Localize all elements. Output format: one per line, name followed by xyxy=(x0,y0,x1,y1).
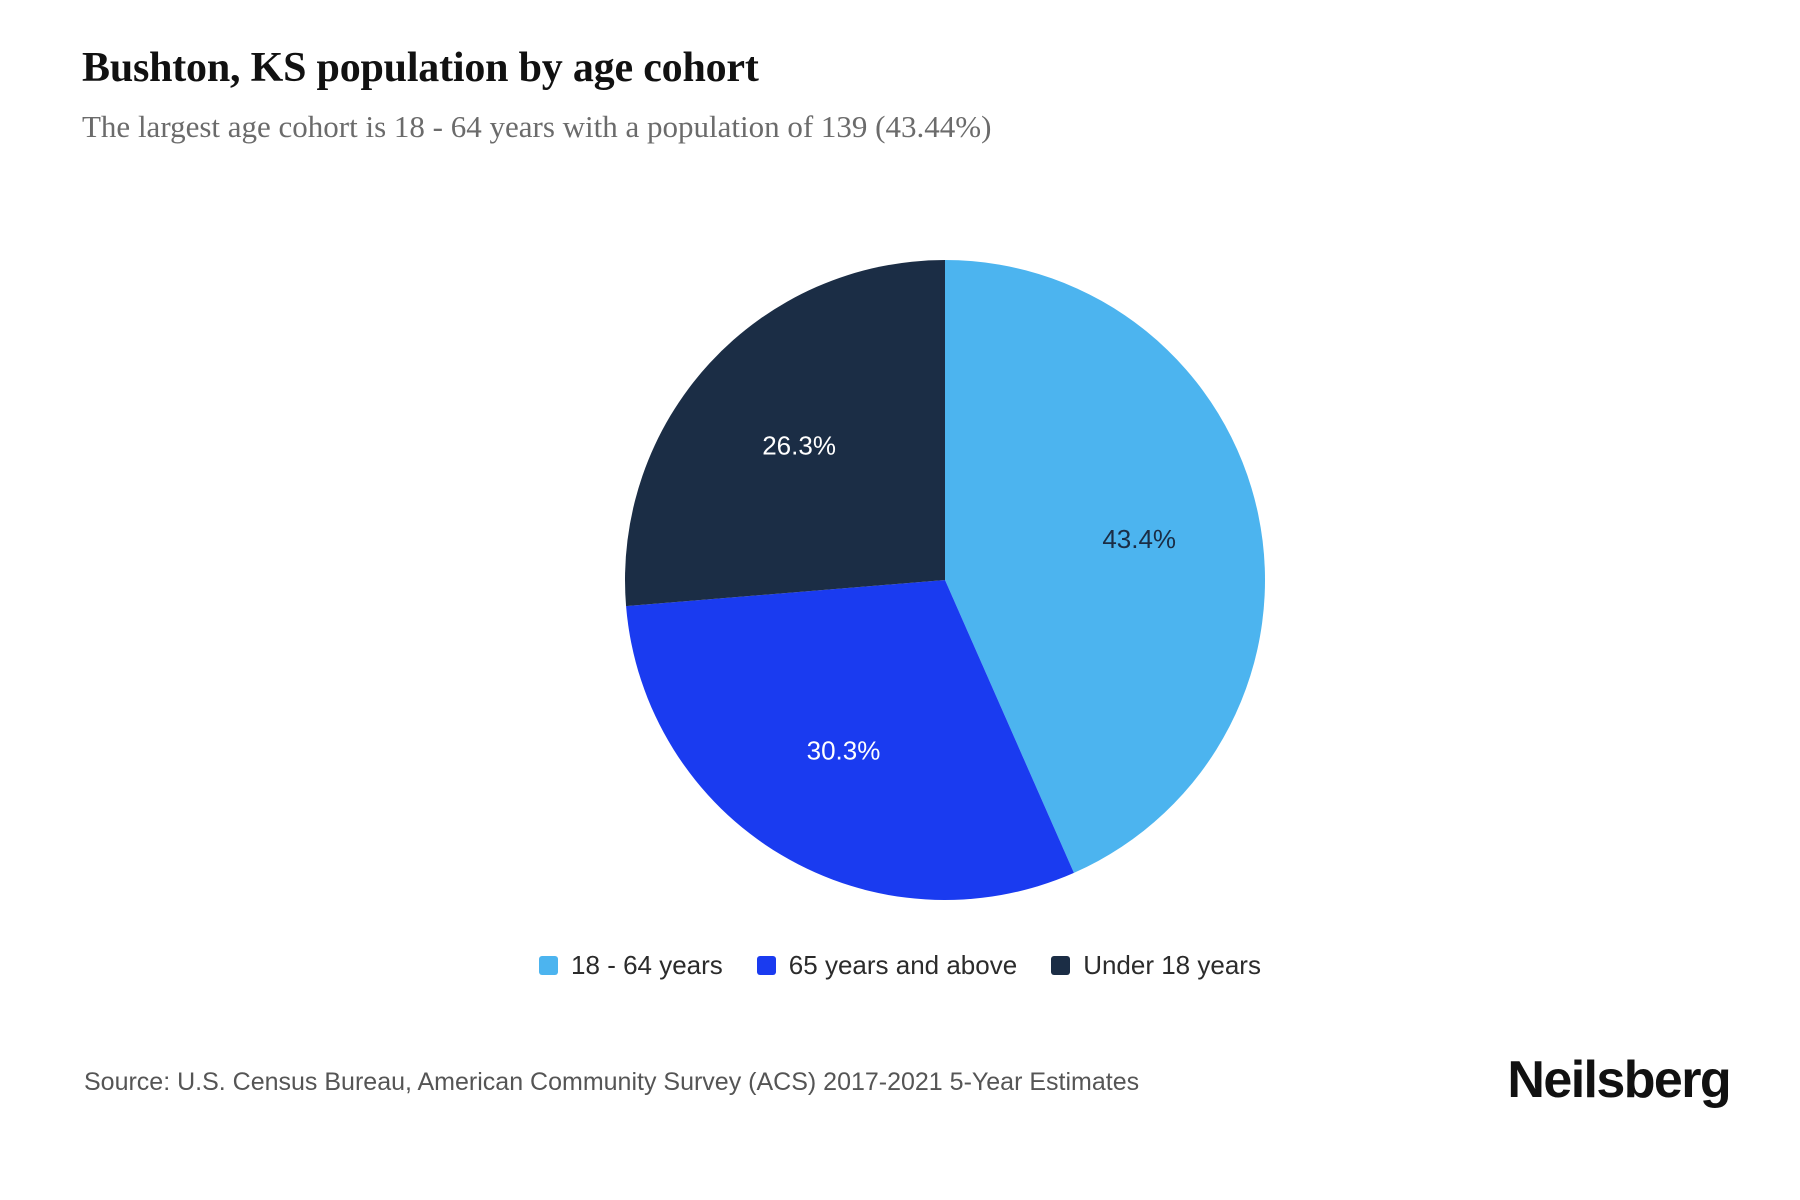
pie-label-group: 43.4% 30.3% 26.3% xyxy=(762,431,1176,766)
chart-footer: Source: U.S. Census Bureau, American Com… xyxy=(0,1050,1800,1140)
plot-area: 43.4% 30.3% 26.3% xyxy=(0,200,1800,920)
legend-item-label: 65 years and above xyxy=(788,950,1018,980)
source-note: Source: U.S. Census Bureau, American Com… xyxy=(84,1068,1140,1096)
brand-logo: Neilsberg xyxy=(1507,1051,1731,1109)
pie-slice-label: 43.4% xyxy=(1102,524,1176,554)
pie-slice[interactable] xyxy=(625,260,945,607)
page-title: Bushton, KS population by age cohort xyxy=(82,45,759,91)
pie-slice-group xyxy=(625,260,1266,901)
legend-item[interactable]: 18 - 64 years xyxy=(539,952,723,978)
legend-swatch-icon xyxy=(756,955,776,975)
legend-item[interactable]: 65 years and above xyxy=(756,950,1018,980)
pie-slice-label: 30.3% xyxy=(807,736,881,766)
pie-slice[interactable] xyxy=(945,260,1266,873)
pie-chart: 43.4% 30.3% 26.3% xyxy=(625,260,1266,901)
legend-item[interactable]: Under 18 years xyxy=(1051,952,1261,978)
chart-legend: 18 - 64 years 65 years and above Under 18 … xyxy=(0,952,1800,978)
chart-subtitle: The largest age cohort is 18 - 64 years … xyxy=(82,108,992,144)
pie-slice-label: 26.3% xyxy=(762,431,836,461)
legend-item-label: 18 - 64 years xyxy=(571,950,723,980)
pie-slice[interactable] xyxy=(626,580,1074,901)
legend-item-label: Under 18 years xyxy=(1083,950,1261,980)
legend-swatch-icon xyxy=(1051,955,1071,975)
chart-header: Bushton, KS population by age cohort The… xyxy=(82,44,1582,145)
pie-svg: 43.4% 30.3% 26.3% xyxy=(625,260,1266,901)
legend-swatch-icon xyxy=(539,955,559,975)
